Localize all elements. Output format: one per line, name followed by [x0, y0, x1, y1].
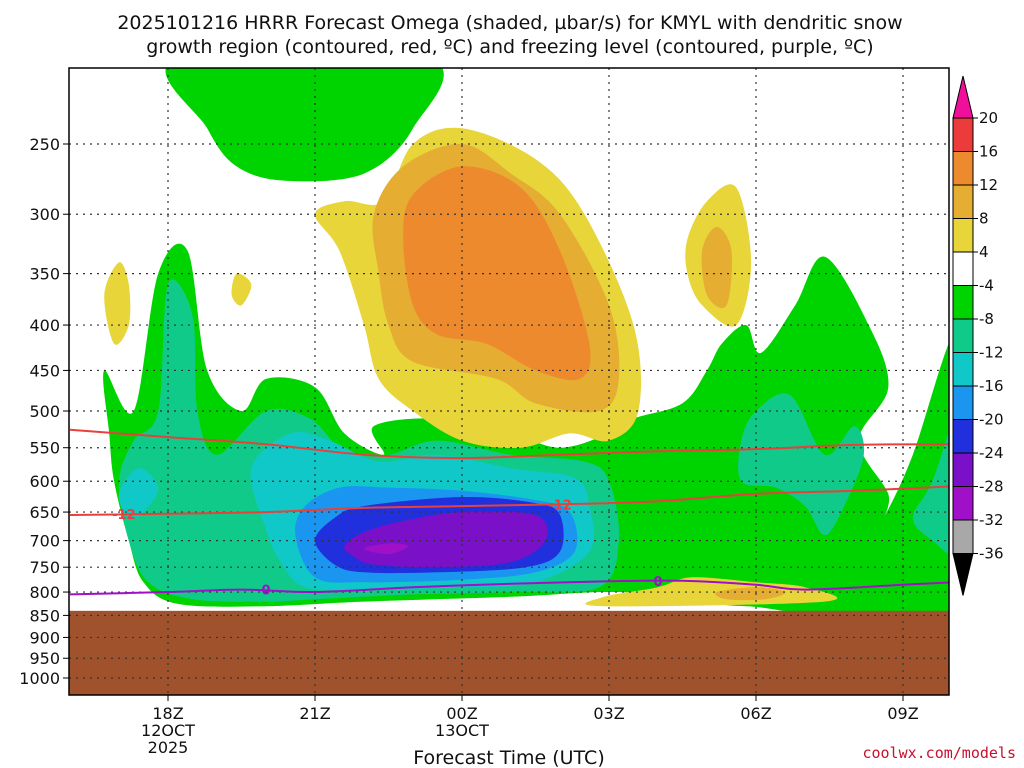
colorbar-swatch	[952, 151, 974, 186]
colorbar-label: -16	[979, 377, 1004, 395]
x-tick-label: 00Z	[446, 704, 477, 723]
colorbar: 20 16 12 8 4 -4 -8 -12 -16 -20 -24 -28 -32 -36	[952, 75, 1004, 596]
ground-layer	[69, 610, 949, 695]
x-tick-label: 21Z	[299, 704, 330, 723]
y-tick-label: 250	[29, 135, 60, 154]
colorbar-label: 20	[979, 109, 998, 127]
x-tick-label: 09Z	[887, 704, 918, 723]
colorbar-swatch	[952, 519, 974, 554]
y-tick-label: 400	[29, 316, 60, 335]
x-tick-label: 12OCT	[141, 721, 195, 740]
x-axis-label: Forecast Time (UTC)	[413, 747, 604, 768]
ground-fill	[69, 610, 949, 695]
y-tick-label: 900	[29, 628, 60, 647]
dgz-contour-lower-label: -12	[548, 498, 572, 513]
colorbar-bottom-triangle	[952, 553, 974, 596]
omega-region-neg28-10	[364, 543, 409, 555]
omega-region-neg4-0	[165, 68, 444, 182]
y-tick-label: 800	[29, 583, 60, 602]
dgz-contour-lower	[69, 485, 949, 516]
colorbar-swatch	[952, 385, 974, 420]
colorbar-label: 16	[979, 143, 998, 161]
colorbar-label: -8	[979, 310, 994, 328]
chart-title-line2: growth region (contoured, red, ºC) and f…	[146, 36, 873, 58]
plot-area: -12 -12 0 0	[69, 68, 949, 695]
colorbar-swatch	[952, 318, 974, 353]
colorbar-label: -36	[979, 545, 1004, 563]
contour-lines: -12 -12 0 0	[69, 428, 949, 599]
y-tick-label: 300	[29, 205, 60, 224]
omega-region-neg8-3	[738, 393, 865, 536]
colorbar-label: 12	[979, 176, 998, 194]
x-tick-label: 18Z	[152, 704, 183, 723]
colorbar-swatch	[952, 486, 974, 521]
colorbar-label: 8	[979, 210, 989, 228]
freezing-level-contour-label: 0	[261, 584, 270, 599]
x-tick-label: 2025	[148, 738, 189, 757]
omega-shading	[103, 68, 949, 630]
omega-region-8-17	[701, 226, 733, 309]
y-tick-label: 1000	[19, 669, 60, 688]
x-tick-label: 06Z	[740, 704, 771, 723]
omega-region-4-15	[585, 577, 838, 607]
omega-region-4-12	[231, 273, 252, 306]
colorbar-swatch	[952, 352, 974, 387]
omega-region-neg8-4	[912, 431, 949, 555]
y-tick-label: 950	[29, 649, 60, 668]
colorbar-swatch	[952, 117, 974, 152]
omega-region-8-18	[715, 587, 786, 601]
plot-frame	[68, 67, 950, 696]
y-tick-label: 550	[29, 439, 60, 458]
omega-region-neg24-9	[344, 511, 548, 568]
y-tick-label: 600	[29, 472, 60, 491]
freezing-level-contour-label: 0	[653, 575, 662, 590]
y-tick-label: 700	[29, 532, 60, 551]
x-tick-label: 03Z	[593, 704, 624, 723]
omega-region-neg12-5	[118, 468, 159, 520]
x-tick-label: 13OCT	[435, 721, 489, 740]
colorbar-label: -12	[979, 344, 1004, 362]
colorbar-label: -24	[979, 444, 1004, 462]
y-tick-label: 650	[29, 503, 60, 522]
freezing-level-contour	[69, 579, 949, 596]
dgz-contour-lower-label: -12	[112, 508, 136, 523]
colorbar-top-triangle	[952, 75, 974, 119]
colorbar-swatch	[952, 218, 974, 253]
colorbar-label: -4	[979, 277, 994, 295]
y-tick-label: 500	[29, 402, 60, 421]
colorbar-swatch	[952, 419, 974, 454]
y-tick-label: 350	[29, 265, 60, 284]
dgz-contour-upper	[69, 428, 949, 460]
omega-region-4-11	[104, 262, 131, 345]
colorbar-label: -28	[979, 478, 1004, 496]
credit-text: coolwx.com/models	[862, 744, 1016, 762]
colorbar-swatch	[952, 285, 974, 320]
colorbar-swatch	[952, 251, 974, 286]
colorbar-label: -32	[979, 511, 1004, 529]
colorbar-swatch	[952, 184, 974, 219]
chart-title-line1: 2025101216 HRRR Forecast Omega (shaded, …	[117, 12, 902, 34]
y-tick-label: 850	[29, 606, 60, 625]
y-tick-label: 450	[29, 361, 60, 380]
y-axis-ticks: 250 300 350 400 450 500 550 600 650 700 750 800 850 9…	[19, 135, 69, 688]
colorbar-label: -20	[979, 411, 1004, 429]
colorbar-swatch	[952, 452, 974, 487]
colorbar-label: 4	[979, 243, 989, 261]
y-tick-label: 750	[29, 558, 60, 577]
